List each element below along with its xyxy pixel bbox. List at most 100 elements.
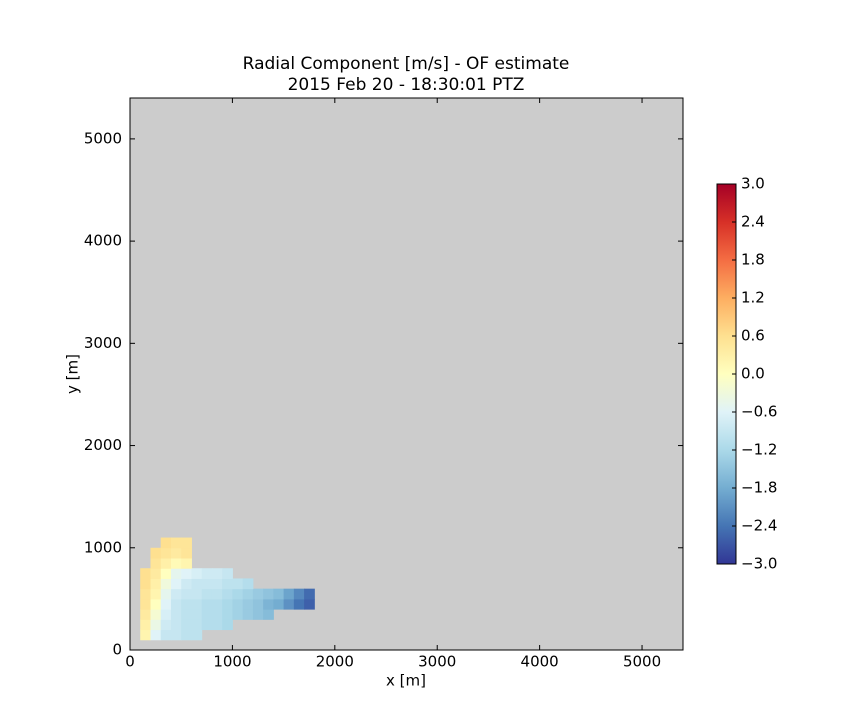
heatmap-cell bbox=[293, 588, 305, 600]
plot-frame bbox=[129, 97, 684, 651]
heatmap-cell bbox=[283, 598, 295, 610]
heatmap-cell bbox=[160, 537, 172, 549]
y-tick-label: 2000 bbox=[84, 436, 122, 454]
colorbar-tick-label: −3.0 bbox=[741, 555, 777, 573]
heatmap-cell bbox=[242, 578, 254, 590]
heatmap-cell bbox=[170, 619, 182, 631]
heatmap-cell bbox=[191, 609, 203, 620]
heatmap-cell bbox=[170, 568, 182, 579]
heatmap-cell bbox=[181, 629, 192, 641]
colorbar-tick-label: 2.4 bbox=[741, 213, 765, 231]
heatmap-cell bbox=[170, 537, 182, 549]
colorbar-tick-label: 3.0 bbox=[741, 175, 765, 193]
heatmap-cell bbox=[211, 619, 223, 631]
heatmap-cell bbox=[160, 578, 172, 590]
heatmap-cell bbox=[150, 609, 162, 620]
heatmap-cell bbox=[211, 578, 223, 590]
heatmap-cell bbox=[181, 568, 192, 579]
heatmap-cell bbox=[273, 588, 285, 600]
heatmap-cell bbox=[140, 598, 151, 610]
heatmap-cell bbox=[252, 588, 264, 600]
heatmap-cell bbox=[191, 629, 203, 641]
colorbar-tick-label: −1.2 bbox=[741, 441, 777, 459]
heatmap-cell bbox=[211, 609, 223, 620]
heatmap-cell bbox=[150, 619, 162, 631]
heatmap-cell bbox=[191, 568, 203, 579]
heatmap-cell bbox=[273, 598, 285, 610]
x-axis-label: x [m] bbox=[386, 672, 426, 690]
heatmap-cell bbox=[170, 558, 182, 569]
heatmap-cell bbox=[160, 598, 172, 610]
heatmap-cell bbox=[191, 588, 203, 600]
heatmap-cell bbox=[181, 588, 192, 600]
colorbar-tick-label: 1.2 bbox=[741, 289, 765, 307]
y-tick-label: 4000 bbox=[84, 232, 122, 250]
heatmap-cell bbox=[160, 588, 172, 600]
heatmap-cell bbox=[150, 588, 162, 600]
heatmap-cell bbox=[181, 578, 192, 590]
x-tick-label: 3000 bbox=[418, 653, 456, 671]
heatmap-cell bbox=[201, 578, 213, 590]
heatmap-cell bbox=[181, 598, 192, 610]
heatmap-cell bbox=[304, 588, 315, 600]
heatmap-cell bbox=[191, 619, 203, 631]
heatmap-cell bbox=[140, 568, 151, 579]
heatmap-cell bbox=[201, 598, 213, 610]
heatmap-cell bbox=[222, 578, 233, 590]
heatmap-cell bbox=[170, 547, 182, 559]
heatmap-cell bbox=[232, 588, 244, 600]
x-tick-label: 4000 bbox=[521, 653, 559, 671]
heatmap-cell bbox=[140, 629, 151, 641]
heatmap-cell bbox=[232, 609, 244, 620]
heatmap-cell bbox=[140, 619, 151, 631]
colorbar-tick-label: 0.6 bbox=[741, 327, 765, 345]
colorbar-tick-label: 1.8 bbox=[741, 251, 765, 269]
heatmap-cell bbox=[170, 609, 182, 620]
heatmap-cell bbox=[150, 547, 162, 559]
heatmap-cell bbox=[242, 588, 254, 600]
heatmap-cell bbox=[222, 619, 233, 631]
heatmap-cell bbox=[232, 598, 244, 610]
heatmap-cell bbox=[211, 568, 223, 579]
plot-background bbox=[130, 98, 683, 650]
heatmap-cell bbox=[222, 609, 233, 620]
heatmap-cell bbox=[252, 609, 264, 620]
heatmap-cell bbox=[181, 547, 192, 559]
heatmap-cell bbox=[181, 609, 192, 620]
heatmap-cell bbox=[150, 629, 162, 641]
heatmap-cell bbox=[181, 558, 192, 569]
heatmap-cell bbox=[181, 537, 192, 549]
heatmap-cell bbox=[170, 598, 182, 610]
chart-subtitle: 2015 Feb 20 - 18:30:01 PTZ bbox=[288, 75, 525, 95]
heatmap-cell bbox=[191, 598, 203, 610]
heatmap-cell bbox=[150, 578, 162, 590]
heatmap-cell bbox=[170, 629, 182, 641]
heatmap-cell bbox=[211, 588, 223, 600]
heatmap-cell bbox=[222, 598, 233, 610]
heatmap-cell bbox=[263, 588, 274, 600]
x-tick-label: 2000 bbox=[316, 653, 354, 671]
heatmap-cell bbox=[263, 598, 274, 610]
y-tick-label: 1000 bbox=[84, 538, 122, 556]
heatmap-cell bbox=[222, 568, 233, 579]
x-tick-label: 5000 bbox=[623, 653, 661, 671]
heatmap-cell bbox=[170, 578, 182, 590]
heatmap-cell bbox=[150, 568, 162, 579]
heatmap-cell bbox=[160, 558, 172, 569]
heatmap-cell bbox=[140, 609, 151, 620]
heatmap-cell bbox=[232, 578, 244, 590]
colorbar-tick-label: −2.4 bbox=[741, 517, 777, 535]
heatmap-cell bbox=[242, 598, 254, 610]
colorbar-tick-label: −1.8 bbox=[741, 479, 777, 497]
heatmap-cell bbox=[160, 568, 172, 579]
heatmap-cell bbox=[263, 609, 274, 620]
heatmap-cell bbox=[140, 588, 151, 600]
heatmap-cell bbox=[201, 619, 213, 631]
heatmap-cell bbox=[304, 598, 315, 610]
heatmap-cell bbox=[160, 629, 172, 641]
heatmap-cell bbox=[160, 547, 172, 559]
y-tick-label: 0 bbox=[112, 641, 122, 659]
heatmap-cell bbox=[201, 588, 213, 600]
heatmap-cell bbox=[252, 598, 264, 610]
